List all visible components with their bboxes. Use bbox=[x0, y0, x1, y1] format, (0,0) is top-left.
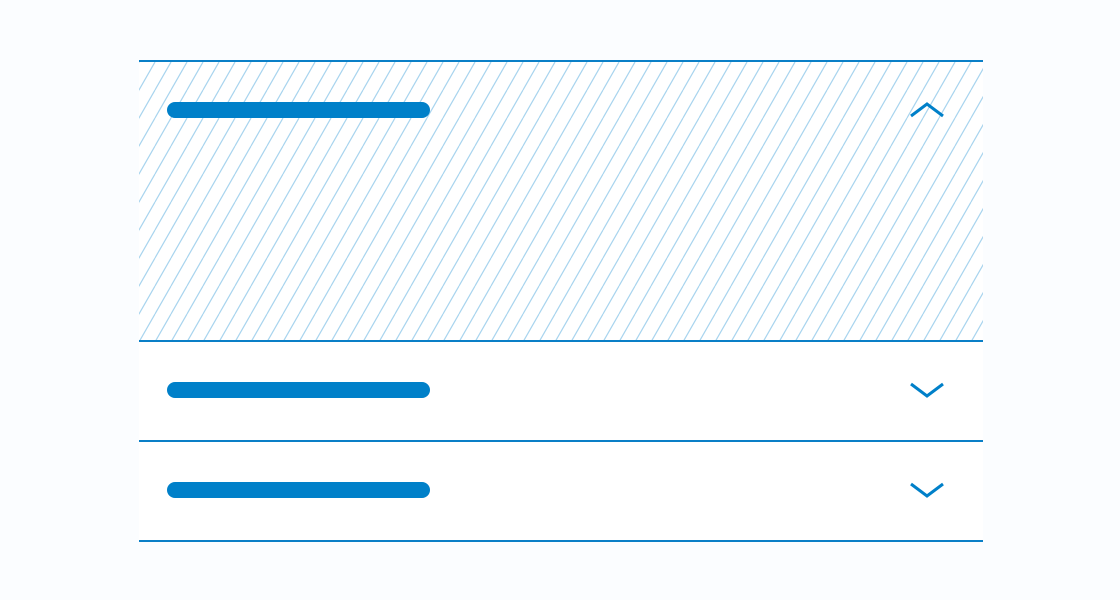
chevron-up-icon[interactable] bbox=[909, 100, 945, 120]
accordion-item-collapsed bbox=[139, 340, 983, 440]
chevron-down-icon[interactable] bbox=[909, 380, 945, 400]
accordion bbox=[139, 60, 983, 542]
accordion-item-expanded bbox=[139, 60, 983, 340]
accordion-item-collapsed bbox=[139, 440, 983, 542]
accordion-header-3[interactable] bbox=[139, 442, 983, 540]
accordion-header-1[interactable] bbox=[139, 62, 983, 160]
title-placeholder-bar bbox=[167, 482, 430, 498]
title-placeholder-bar bbox=[167, 382, 430, 398]
accordion-header-2[interactable] bbox=[139, 342, 983, 440]
chevron-down-icon[interactable] bbox=[909, 480, 945, 500]
title-placeholder-bar bbox=[167, 102, 430, 118]
